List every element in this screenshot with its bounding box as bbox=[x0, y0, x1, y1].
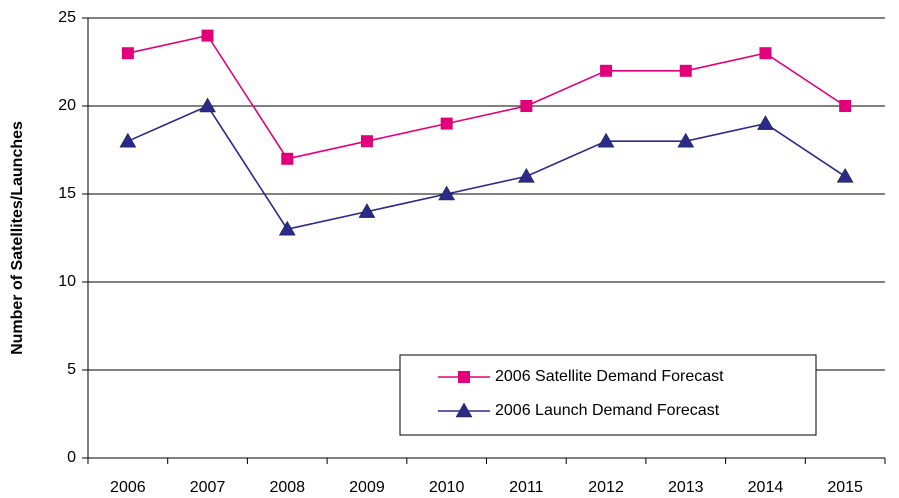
x-tick-label: 2006 bbox=[110, 479, 146, 496]
data-point bbox=[597, 132, 615, 148]
series-line bbox=[127, 34, 846, 160]
data-point bbox=[199, 97, 216, 113]
y-tick-label: 20 bbox=[58, 97, 76, 114]
data-point bbox=[121, 47, 134, 60]
data-point bbox=[119, 132, 137, 148]
data-point bbox=[839, 100, 852, 112]
x-tick-label: 2009 bbox=[349, 479, 385, 496]
data-point bbox=[201, 29, 214, 42]
data-point bbox=[438, 185, 456, 201]
data-point bbox=[358, 203, 376, 218]
legend-box bbox=[399, 354, 817, 436]
data-point bbox=[836, 167, 854, 183]
data-point bbox=[360, 135, 373, 148]
series-line bbox=[127, 104, 846, 231]
data-point bbox=[679, 64, 692, 77]
legend-label: 2006 Satellite Demand Forecast bbox=[495, 368, 724, 385]
x-tick-label: 2014 bbox=[748, 479, 784, 496]
y-tick-label: 10 bbox=[58, 273, 76, 290]
y-tick-label: 0 bbox=[67, 449, 76, 466]
x-tick-label: 2011 bbox=[509, 479, 544, 496]
y-tick-label: 25 bbox=[58, 9, 76, 26]
x-tick-label: 2007 bbox=[190, 479, 226, 496]
y-tick-label: 15 bbox=[58, 185, 76, 202]
x-tick-label: 2008 bbox=[269, 479, 305, 496]
legend-label: 2006 Launch Demand Forecast bbox=[495, 402, 720, 419]
x-tick-label: 2015 bbox=[827, 479, 863, 496]
data-point bbox=[757, 115, 774, 130]
data-point bbox=[278, 220, 296, 236]
y-axis-title: Number of Satellites/Launches bbox=[9, 121, 26, 355]
data-point bbox=[520, 100, 533, 112]
legend-marker bbox=[455, 402, 473, 418]
x-tick-label: 2012 bbox=[588, 479, 624, 496]
data-point bbox=[600, 64, 613, 77]
data-point bbox=[281, 152, 294, 165]
x-tick-label: 2013 bbox=[668, 479, 704, 496]
y-tick-label: 5 bbox=[67, 361, 76, 378]
data-point bbox=[517, 167, 535, 183]
legend-marker bbox=[458, 371, 470, 383]
x-tick-label: 2010 bbox=[429, 479, 465, 496]
data-point bbox=[677, 132, 695, 148]
data-point bbox=[759, 47, 772, 60]
data-point bbox=[440, 117, 453, 130]
